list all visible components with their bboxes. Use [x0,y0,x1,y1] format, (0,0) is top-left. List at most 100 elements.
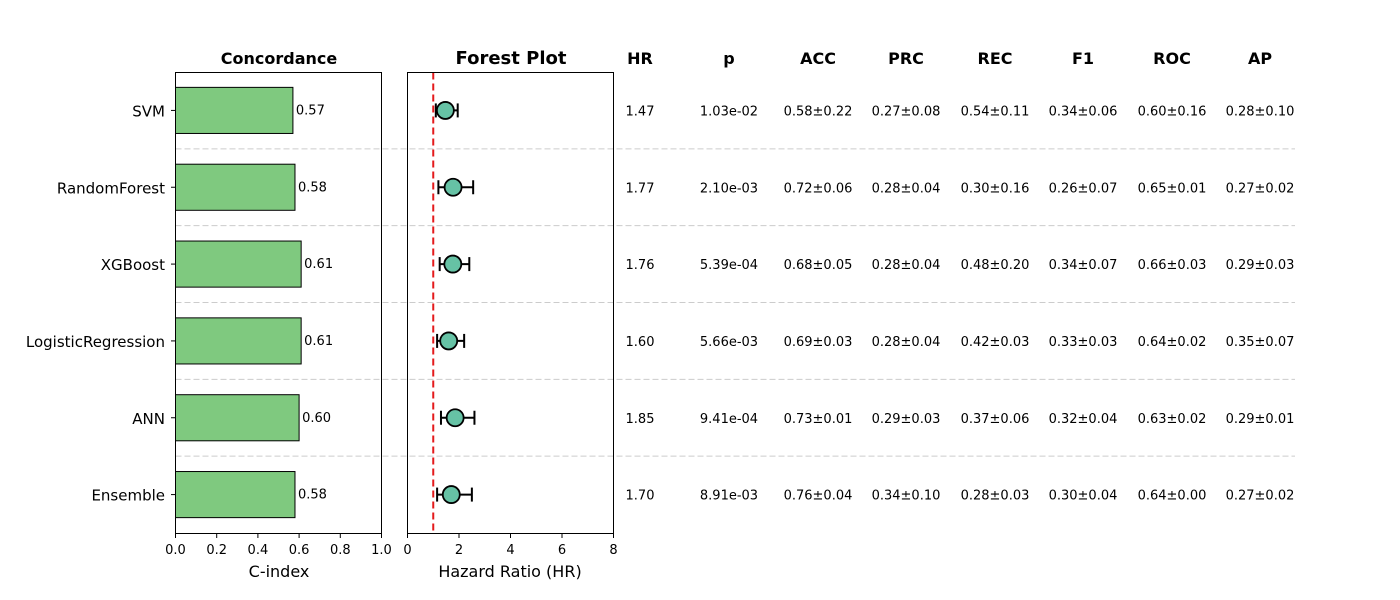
table-column-header: AP [1248,49,1272,68]
table-column-header: ACC [800,49,836,68]
bar [175,163,296,211]
table-body: 1.47 1.03e-02 0.58±0.22 0.27±0.08 0.54±0.11 0… [626,104,1295,503]
bar [175,471,296,519]
table-column-header: p [723,49,734,68]
bar-x-axis-label: C-index [249,562,310,581]
bar-x-ticks: 0.0 0.2 0.4 0.6 0.8 1.0 [165,533,392,558]
forest-axes-frame [407,72,614,534]
table-cell: 0.76±0.04 [784,489,853,504]
table-cell: 0.29±0.01 [1226,412,1295,427]
table-cell: 1.70 [626,489,655,504]
table-cell: 1.85 [626,412,655,427]
bar-axes-frame [175,72,382,534]
table-cell: 0.72±0.06 [784,181,853,196]
x-tick-label: 0.2 [206,543,227,558]
forest-title: Forest Plot [456,48,567,69]
x-tick-label: 6 [558,543,566,558]
table-column-header: REC [978,49,1013,68]
category-label: LogisticRegression [26,333,165,351]
table-cell: 9.41e-04 [700,412,758,427]
table-cell: 0.30±0.16 [961,181,1030,196]
table-column-header: PRC [888,49,924,68]
table-cell: 1.47 [626,104,655,119]
table-cell: 1.60 [626,335,655,350]
x-tick-label: 0.4 [248,543,269,558]
hr-point [441,485,461,504]
table-cell: 1.76 [626,258,655,273]
table-cell: 0.69±0.03 [784,335,853,350]
hr-point [435,101,455,120]
table-cell: 5.66e-03 [700,335,758,350]
x-tick-label: 2 [455,543,463,558]
table-cell: 0.64±0.00 [1138,489,1207,504]
x-tick-label: 4 [506,543,514,558]
bar-value-label: 0.58 [298,180,327,195]
table-cell: 0.29±0.03 [872,412,941,427]
forest-x-axis-label: Hazard Ratio (HR) [438,562,581,581]
table-column-header: ROC [1153,49,1191,68]
table-cell: 0.28±0.03 [961,489,1030,504]
category-label: SVM [132,102,165,120]
table-cell: 0.28±0.10 [1226,104,1295,119]
table-cell: 0.27±0.02 [1226,181,1295,196]
table-cell: 0.28±0.04 [872,181,941,196]
category-label: RandomForest [57,179,165,197]
table-cell: 5.39e-04 [700,258,758,273]
table-cell: 0.68±0.05 [784,258,853,273]
table-cell: 8.91e-03 [700,489,758,504]
table-cell: 0.65±0.01 [1138,181,1207,196]
bar [175,317,302,365]
bar-value-label: 0.57 [296,103,325,118]
x-tick-label: 0.0 [165,543,186,558]
x-tick-label: 1.0 [371,543,392,558]
table-cell: 0.29±0.03 [1226,258,1295,273]
table-cell: 0.34±0.07 [1049,258,1118,273]
category-labels: SVM RandomForest XGBoost LogisticRegression… [26,102,176,505]
table-cell: 1.03e-02 [700,104,758,119]
table-cell: 0.28±0.04 [872,258,941,273]
concordance-title: Concordance [221,49,338,68]
table-cell: 0.26±0.07 [1049,181,1118,196]
table-cell: 0.73±0.01 [784,412,853,427]
bar [175,394,300,442]
table-cell: 0.34±0.06 [1049,104,1118,119]
x-tick-label: 8 [609,543,617,558]
table-cell: 0.34±0.10 [872,489,941,504]
x-tick-label: 0 [403,543,411,558]
table-cell: 0.60±0.16 [1138,104,1207,119]
table-cell: 0.66±0.03 [1138,258,1207,273]
hr-point [443,254,463,274]
table-header: HR p ACC PRC REC F1 ROC AP [627,49,1272,68]
table-cell: 0.35±0.07 [1226,335,1295,350]
bar-value-label: 0.61 [304,257,333,272]
table-cell: 0.54±0.11 [961,104,1030,119]
table-cell: 0.28±0.04 [872,335,941,350]
hr-point [439,331,459,351]
category-label: ANN [132,410,165,428]
table-cell: 0.58±0.22 [784,104,853,119]
hr-point [443,177,463,197]
bar [175,240,302,288]
table-cell: 2.10e-03 [700,181,758,196]
table-cell: 0.37±0.06 [961,412,1030,427]
bar [175,86,294,134]
concordance-panel: Concordance 0.57 0.58 0.61 0.61 0.6 0 0.58 SVM… [26,49,1295,581]
table-column-header: F1 [1072,49,1094,68]
x-tick-label: 0.8 [330,543,351,558]
table-cell: 0.63±0.02 [1138,412,1207,427]
category-label: XGBoost [101,256,165,274]
metrics-table: HR p ACC PRC REC F1 ROC AP 1.47 1.03e-02 0.58±0.2… [626,49,1295,504]
category-label: Ensemble [91,487,165,505]
bar-value-label: 0.58 [298,488,327,503]
x-tick-label: 0.6 [289,543,310,558]
table-cell: 0.30±0.04 [1049,489,1118,504]
table-cell: 0.33±0.03 [1049,335,1118,350]
hr-point [445,408,465,428]
forest-series [434,101,476,504]
table-cell: 1.77 [626,181,655,196]
table-column-header: HR [627,49,653,68]
bar-value-label: 0.61 [304,334,333,349]
table-cell: 0.42±0.03 [961,335,1030,350]
table-cell: 0.27±0.08 [872,104,941,119]
